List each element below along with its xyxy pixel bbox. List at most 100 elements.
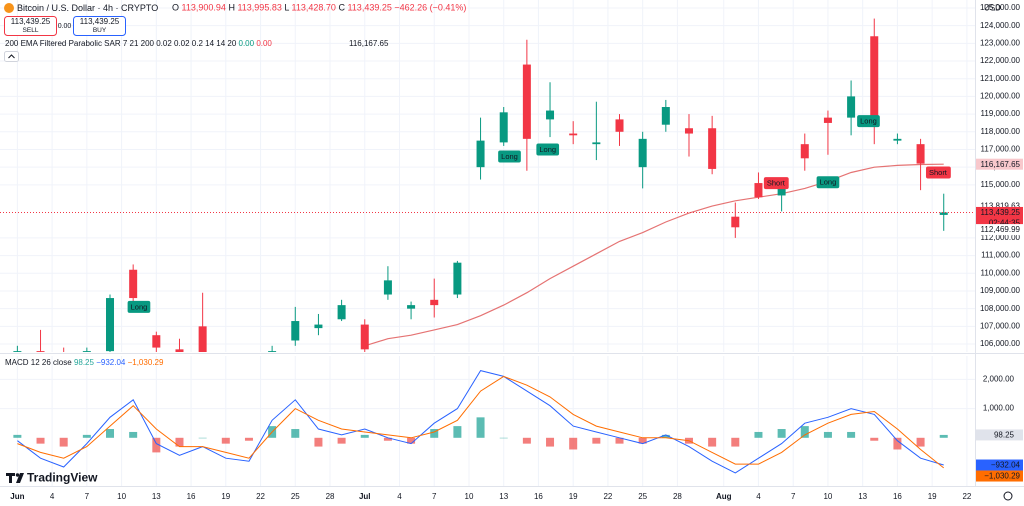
x-tick-label: 16 [187,492,196,501]
candle-body [847,96,856,118]
y-tick-label: 108,000.00 [980,304,1021,313]
price-tag-countdown: 02:44:35 [989,219,1021,228]
histogram-bar [615,437,624,444]
histogram-bar [847,431,856,438]
collapse-icon[interactable] [8,54,15,59]
histogram-bar [291,429,300,438]
histogram-bar [453,426,462,438]
histogram-bar [569,437,578,450]
x-tick-label: 10 [117,492,126,501]
macd-value: −932.04 [96,358,126,367]
histogram-bar [661,434,670,438]
y-tick-label: 118,000.00 [981,127,1021,136]
settings-icon[interactable] [1003,491,1013,501]
signal-label: Long [860,117,877,126]
price-tag-label: 113,439.25 [981,208,1021,217]
y-tick-label: 110,000.00 [981,268,1021,277]
signal-label: Short [767,179,786,188]
y-tick-label: 117,000.00 [981,145,1021,154]
candle-body [684,128,693,134]
y-tick-label: 120,000.00 [980,92,1021,101]
signal-label: Long [539,145,556,154]
price-tag [976,200,1023,212]
signal-label-box [127,300,151,313]
histogram-bar [731,437,740,447]
macd-grid [0,356,975,486]
buy-box[interactable] [73,16,126,36]
histogram-bar [476,417,485,438]
macd-title: MACD 12 26 close [5,358,72,367]
y-tick-label: 107,000.00 [980,321,1021,330]
histogram-bar [754,431,763,438]
collapse-box[interactable] [4,51,19,62]
histogram-bar [522,437,531,444]
candle-body [430,299,439,306]
signal-label-box [925,166,951,179]
macd-line [17,370,944,474]
y-tick-label: 112,000.00 [981,233,1021,242]
candle-body [407,305,416,309]
indicator-value: 0.00 [239,39,255,48]
candle-body [916,144,925,164]
candle-body [13,351,22,352]
x-tick-label: 7 [85,492,90,501]
candle-body [939,212,948,215]
y-tick-label: 121,000.00 [980,74,1021,83]
candle-body [731,216,740,228]
o-value: 113,900.94 [182,3,226,13]
x-tick-label: Jun [10,492,24,501]
buy-button[interactable]: 113,439.25 BUY [73,16,126,36]
candle-body [638,138,647,168]
x-tick-label: 13 [152,492,161,501]
indicator-value: 0.00 [256,39,272,48]
sell-label[interactable]: SELL [23,27,39,34]
signal-label: Long [501,152,518,161]
spread: 0.00 [58,23,72,30]
price-tag [976,158,1023,170]
indicator-name: 200 EMA Filtered Parabolic SAR 7 21 200 … [5,39,237,48]
histogram-bar [314,437,323,447]
histogram-bar [916,437,925,447]
sell-box[interactable] [4,16,57,36]
y-tick-label: 109,000.00 [980,286,1021,295]
logo-icon [6,473,24,483]
sell-button[interactable]: 113,439.25 SELL [4,16,57,36]
histogram-bar [106,429,115,438]
histogram-bar [360,434,369,438]
x-tick-label: 22 [256,492,265,501]
price-tag [976,206,1023,229]
candle-body [129,269,138,299]
x-tick-label: 16 [534,492,543,501]
x-tick-label: 7 [432,492,437,501]
histogram-bar [870,437,879,441]
logo: TradingView [6,471,98,485]
x-tick-label: 13 [858,492,867,501]
histogram-bar [82,434,91,438]
x-tick-label: 4 [50,492,55,501]
histogram-bar [244,437,253,441]
y-tick-label: 2,000.00 [983,374,1015,383]
histogram-bar [708,437,717,447]
sell-price[interactable]: 113,439.25 [11,17,51,26]
histogram-bar [777,429,786,438]
histogram-bar [152,437,161,453]
candle-body [360,324,369,350]
collapse-button[interactable] [4,51,19,62]
coin-icon [4,3,14,13]
x-tick-label: 10 [823,492,832,501]
x-tick-label: 7 [791,492,796,501]
candle-body [893,138,902,141]
y-tick-label: 123,000.00 [980,38,1021,47]
candle-body [291,321,300,341]
candle-body [546,110,555,120]
signal-label-box [763,177,789,190]
macd-hist-value: 98.25 [74,358,95,367]
x-tick-label: 22 [962,492,971,501]
indicator-legend: 200 EMA Filtered Parabolic SAR 7 21 200 … [5,39,272,48]
candle-body [708,128,717,169]
buy-price[interactable]: 113,439.25 [80,17,120,26]
indicator-ema: 116,167.65 [349,39,389,48]
buy-label[interactable]: BUY [93,27,107,34]
